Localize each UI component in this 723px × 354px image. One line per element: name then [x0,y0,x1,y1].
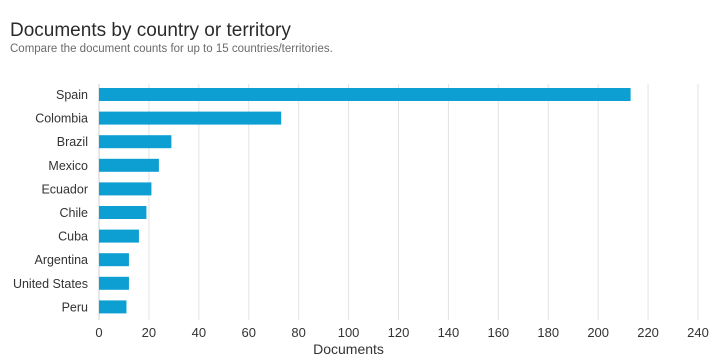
x-tick-label: 100 [338,325,360,340]
x-axis-title: Documents [313,341,384,354]
x-tick-label: 60 [242,325,256,340]
category-label: United States [13,277,88,291]
x-tick-label: 160 [487,325,509,340]
bar [99,206,147,219]
bars [99,88,631,314]
category-label: Chile [60,206,89,220]
x-tick-label: 140 [438,325,460,340]
category-label: Mexico [48,159,88,173]
chart-subtitle: Compare the document counts for up to 15… [10,43,333,55]
x-tick-label: 180 [537,325,559,340]
category-label: Peru [62,300,88,314]
bar [99,111,282,125]
x-tick-label: 120 [388,325,410,340]
x-tick-label: 0 [95,325,102,340]
category-label: Ecuador [41,182,88,196]
bar [99,253,129,267]
bar [99,182,152,196]
x-tick-label: 220 [637,325,659,340]
x-tick-label: 200 [587,325,609,340]
bar [99,300,127,314]
category-labels: Spain Colombia Brazil Mexico Ecuador Chile Cub… [13,88,88,314]
bar [99,158,159,172]
x-tick-label: 80 [291,325,305,340]
category-label: Colombia [35,112,88,126]
category-label: Cuba [58,230,88,244]
category-label: Argentina [34,253,88,267]
bar [99,276,129,290]
chart-title: Documents by country or territory [10,20,291,41]
x-tick-label: 20 [142,325,156,340]
bar [99,88,631,101]
x-tick-labels: 0 20 40 60 80 100 120 140 160 180 200 220 240 [95,325,708,340]
x-tick-label: 40 [192,325,206,340]
category-label: Brazil [57,135,88,149]
x-tick-label: 240 [687,325,709,340]
bar [99,229,139,243]
category-label: Spain [56,88,88,102]
bar [99,135,172,149]
